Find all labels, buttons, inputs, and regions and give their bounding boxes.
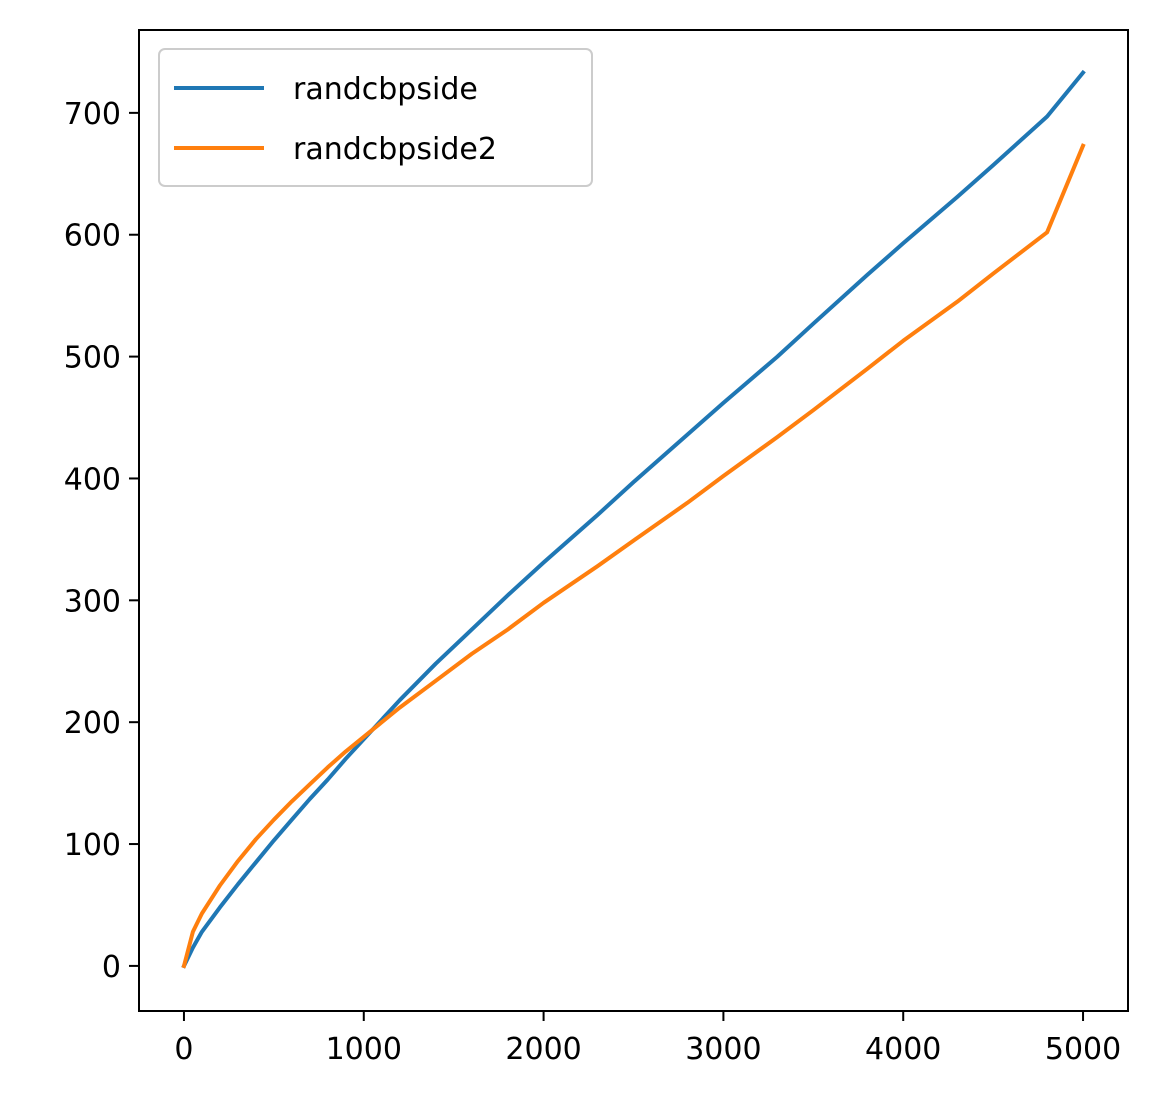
x-tick-label: 3000 <box>685 1032 761 1067</box>
y-tick-label: 0 <box>102 950 121 985</box>
legend: randcbpside randcbpside2 <box>158 48 593 187</box>
y-tick-label: 200 <box>64 706 121 741</box>
legend-label-randcbpside2: randcbpside2 <box>293 132 497 167</box>
y-axis: 0 100 200 300 400 500 600 700 <box>64 97 139 985</box>
x-axis: 0 1000 2000 3000 4000 5000 <box>174 1011 1121 1067</box>
y-tick-label: 100 <box>64 828 121 863</box>
legend-label-randcbpside: randcbpside <box>293 72 478 107</box>
legend-box <box>158 48 593 187</box>
series-layer <box>181 69 1086 969</box>
x-tick-label: 1000 <box>326 1032 402 1067</box>
y-tick-label: 600 <box>64 219 121 254</box>
series-line-randcbpside <box>181 69 1086 969</box>
x-tick-label: 4000 <box>865 1032 941 1067</box>
y-tick-label: 500 <box>64 341 121 376</box>
x-tick-label: 0 <box>174 1032 193 1067</box>
x-tick-label: 2000 <box>505 1032 581 1067</box>
y-tick-label: 700 <box>64 97 121 132</box>
plot-area-frame <box>138 29 1129 1012</box>
y-tick-label: 400 <box>64 462 121 497</box>
series-line-randcbpside2 <box>181 143 1086 969</box>
y-tick-label: 300 <box>64 584 121 619</box>
x-tick-label: 5000 <box>1045 1032 1121 1067</box>
